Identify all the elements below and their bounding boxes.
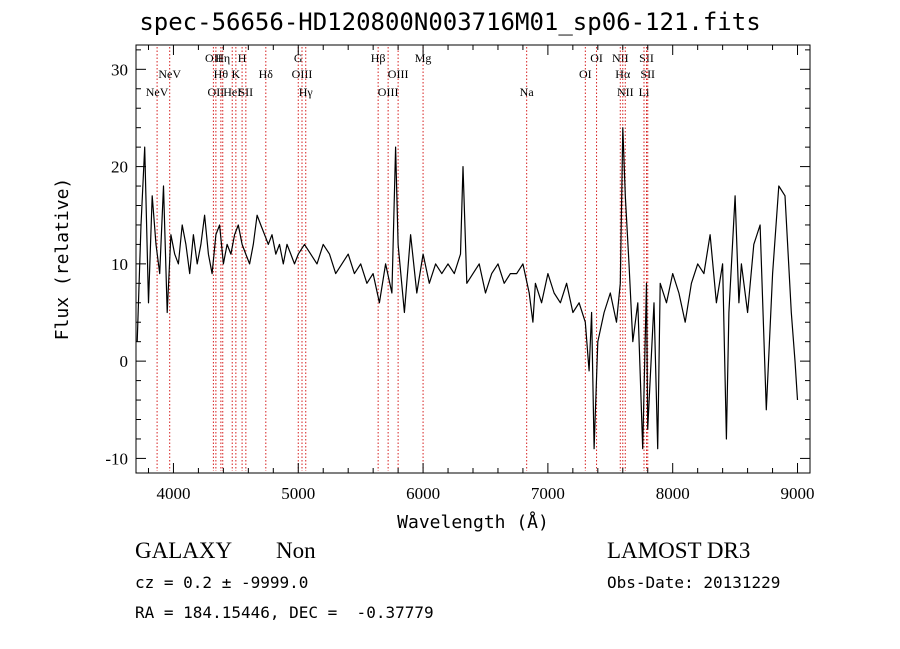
y-tick-label: 30 — [111, 60, 128, 79]
object-class: GALAXY — [135, 538, 233, 563]
line-marker-label: OIII — [292, 67, 313, 81]
line-marker-label: NII — [617, 85, 634, 99]
line-marker-label: SII — [640, 67, 655, 81]
x-tick-label: 5000 — [281, 484, 315, 503]
y-tick-label: -10 — [105, 449, 128, 468]
spectrum-plot: NeVNeVOIIOIIHθHηHeIKHSIIHδGOIIIHγHβOIIIO… — [52, 44, 815, 533]
line-marker-label: NeV — [158, 67, 181, 81]
line-marker-label: HeI — [223, 85, 241, 99]
x-tick-label: 9000 — [781, 484, 815, 503]
line-marker-label: OII — [205, 51, 222, 65]
y-tick-label: 10 — [111, 255, 128, 274]
line-marker-label: Li — [639, 85, 650, 99]
line-marker-label: H — [238, 51, 247, 65]
line-marker-label: SII — [639, 51, 654, 65]
x-axis-label: Wavelength (Å) — [397, 511, 549, 533]
y-tick-label: 20 — [111, 158, 128, 177]
line-marker-label: NII — [612, 51, 629, 65]
x-tick-label: 8000 — [656, 484, 690, 503]
line-marker-label: Hη — [215, 51, 230, 65]
line-marker-label: G — [294, 51, 303, 65]
line-marker-label: Na — [520, 85, 535, 99]
x-tick-label: 4000 — [156, 484, 190, 503]
obs-date: Obs-Date: 20131229 — [607, 573, 781, 592]
x-tick-label: 7000 — [531, 484, 565, 503]
spectrum-line — [136, 127, 799, 450]
line-marker-label: Hδ — [259, 67, 274, 81]
survey-label: LAMOST DR3 — [607, 538, 751, 563]
line-marker-label: OII — [208, 85, 225, 99]
line-marker-label: Hθ — [214, 67, 229, 81]
line-marker-label: OIII — [378, 85, 399, 99]
line-marker-label: Hα — [615, 67, 631, 81]
line-marker-label: OI — [579, 67, 592, 81]
object-subclass: Non — [276, 538, 316, 563]
line-marker-label: K — [232, 67, 241, 81]
radec-readout: RA = 184.15446, DEC = -0.37779 — [135, 603, 434, 622]
line-marker-label: SII — [239, 85, 254, 99]
x-tick-label: 6000 — [406, 484, 440, 503]
line-marker-label: OIII — [388, 67, 409, 81]
redshift-readout: cz = 0.2 ± -9999.0 — [135, 573, 309, 592]
y-axis-label: Flux (relative) — [52, 178, 73, 341]
line-marker-label: OI — [590, 51, 603, 65]
line-marker-label: NeV — [146, 85, 169, 99]
chart-title: spec-56656-HD120800N003716M01_sp06-121.f… — [139, 8, 761, 36]
line-marker-label: Mg — [415, 51, 432, 65]
line-marker-label: Hγ — [299, 85, 314, 99]
line-marker-label: Hβ — [371, 51, 386, 65]
plot-frame — [135, 44, 811, 474]
y-tick-label: 0 — [120, 352, 129, 371]
